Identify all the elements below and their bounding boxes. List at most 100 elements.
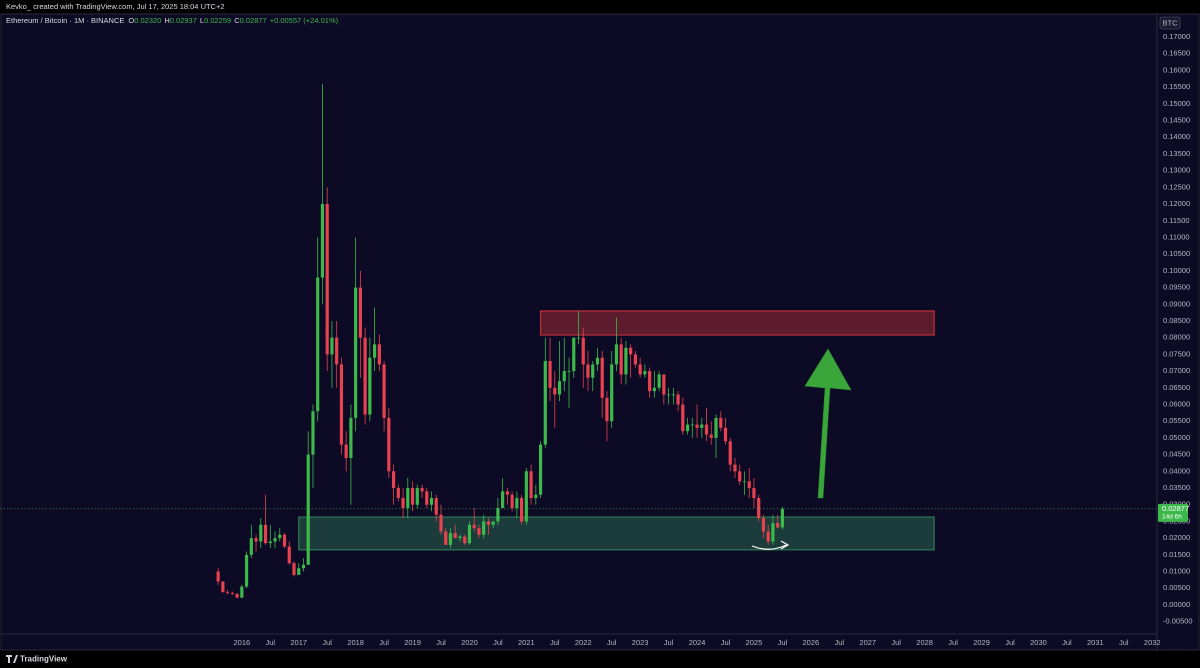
x-tick-label: Jul	[721, 638, 731, 647]
candle-body	[482, 521, 486, 535]
x-tick-label: 2028	[916, 638, 933, 647]
last-price-label: 0.02877	[1162, 504, 1189, 513]
curve-arrow-annotation	[751, 544, 787, 550]
candle-body	[671, 394, 675, 396]
y-tick-label: 0.11500	[1163, 216, 1190, 225]
candle-body	[330, 337, 334, 355]
candle-body	[681, 404, 685, 432]
candle-body	[263, 524, 268, 544]
last-price-box	[1158, 503, 1188, 522]
candle-body	[472, 524, 476, 529]
candle-body	[249, 538, 253, 555]
candle-body	[538, 444, 543, 495]
candle-body	[316, 277, 320, 412]
y-tick-label: 0.08500	[1163, 316, 1190, 325]
x-tick-label: Jul	[1119, 638, 1129, 647]
x-tick-label: 2016	[233, 638, 250, 647]
x-tick-label: 2031	[1087, 638, 1104, 647]
candle-body	[230, 592, 234, 594]
ohlc-key: O	[128, 16, 134, 25]
candle-body	[515, 498, 519, 509]
candle-body	[638, 364, 642, 375]
ohlc-value: 0.02320	[134, 16, 161, 25]
candle-body	[373, 344, 377, 358]
candle-body	[420, 488, 424, 492]
chart-background	[0, 13, 1200, 651]
y-tick-label: 0.14000	[1163, 132, 1190, 141]
x-tick-label: 2023	[632, 638, 649, 647]
candle-body	[391, 471, 396, 489]
x-tick-label: 2021	[518, 638, 535, 647]
y-tick-label: 0.04500	[1163, 450, 1190, 459]
candle-body	[728, 441, 732, 465]
y-tick-label: 0.09000	[1163, 299, 1190, 308]
x-tick-label: 2022	[575, 638, 592, 647]
candle-body	[216, 571, 220, 582]
candle-body	[429, 498, 434, 505]
candle-body	[387, 417, 391, 472]
candle-body	[519, 498, 524, 522]
legend: Ethereum / Bitcoin · 1M · BINANCE O0.0232…	[6, 16, 339, 25]
candle-body	[320, 204, 325, 278]
ohlc-value: 0.02937	[170, 16, 197, 25]
candle-body	[363, 337, 367, 415]
countdown-label: 14d 6h	[1162, 514, 1182, 521]
y-tick-label: 0.16000	[1163, 65, 1190, 74]
candle-body	[221, 581, 225, 593]
x-tick-label: 2025	[746, 638, 763, 647]
y-tick-label: 0.10000	[1163, 266, 1190, 275]
candle-body	[287, 546, 291, 564]
ohlc-key: C	[234, 16, 240, 25]
x-tick-label: Jul	[493, 638, 503, 647]
candle-body	[553, 387, 557, 395]
symbol: Ethereum / Bitcoin · 1M · BINANCE	[6, 16, 124, 25]
candle-body	[339, 364, 344, 445]
y-tick-label: 0.16500	[1163, 49, 1190, 58]
candle-body	[548, 361, 552, 388]
y-tick-label: 0.08000	[1163, 333, 1190, 342]
curve-arrow-head	[780, 540, 790, 550]
candle-body	[581, 337, 585, 365]
candle-body	[254, 538, 258, 542]
candle-body	[700, 424, 704, 428]
candle-body	[292, 563, 296, 575]
candle-body	[586, 364, 590, 378]
candle-body	[486, 521, 491, 525]
candle-body	[695, 424, 699, 428]
change: +0.00557 (+24.01%)	[270, 16, 339, 25]
candle-body	[557, 381, 562, 395]
x-tick-label: Jul	[835, 638, 845, 647]
candle-body	[301, 564, 306, 569]
ohlc-value: 0.02259	[204, 16, 231, 25]
footer-bar	[0, 651, 1200, 668]
y-tick-label: 0.12500	[1163, 182, 1190, 191]
candle-body	[467, 524, 472, 544]
x-tick-label: 2018	[347, 638, 364, 647]
candle-body	[434, 498, 438, 515]
candle-body	[652, 387, 656, 392]
x-tick-label: 2019	[404, 638, 421, 647]
y-tick-label: 0.05500	[1163, 416, 1190, 425]
x-tick-label: 2030	[1030, 638, 1047, 647]
candle-body	[259, 524, 263, 542]
candle-body	[572, 337, 576, 372]
zone	[298, 516, 935, 551]
candle-body	[614, 344, 619, 365]
candle-body	[444, 531, 448, 545]
ohlc-key: H	[164, 16, 169, 25]
unit-box	[1159, 16, 1181, 30]
candle-body	[543, 361, 547, 445]
candle-body	[766, 531, 770, 542]
y-tick-label: 0.09500	[1163, 283, 1190, 292]
y-tick-label: 0.03500	[1163, 483, 1190, 492]
candle-body	[349, 417, 353, 458]
candle-body	[244, 554, 249, 587]
candle-body	[761, 518, 766, 532]
candle-body	[344, 444, 348, 458]
y-tick-label: 0.15000	[1163, 99, 1190, 108]
candle-body	[382, 364, 386, 418]
candle-body	[605, 397, 609, 422]
candle-body	[335, 337, 339, 365]
y-tick-label: 0.07000	[1163, 366, 1190, 375]
x-tick-label: Jul	[436, 638, 446, 647]
